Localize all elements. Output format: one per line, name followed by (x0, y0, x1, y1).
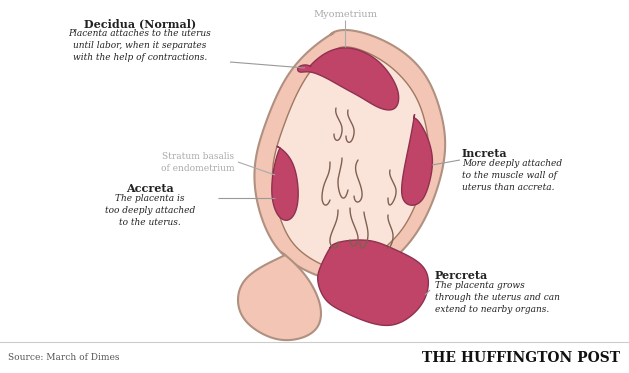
Polygon shape (298, 48, 399, 110)
Text: Placenta attaches to the uterus
until labor, when it separates
with the help of : Placenta attaches to the uterus until la… (69, 29, 211, 62)
Text: The placenta grows
through the uterus and can
extend to nearby organs.: The placenta grows through the uterus an… (435, 281, 560, 314)
Polygon shape (402, 115, 432, 205)
Text: Increta: Increta (462, 148, 508, 159)
Polygon shape (272, 146, 298, 220)
Text: Source: March of Dimes: Source: March of Dimes (8, 354, 120, 363)
Text: Stratum basalis
of endometrium: Stratum basalis of endometrium (161, 152, 235, 173)
Polygon shape (272, 47, 428, 270)
Text: Myometrium: Myometrium (313, 10, 377, 19)
Polygon shape (255, 30, 445, 280)
Polygon shape (318, 240, 428, 325)
Text: Accreta: Accreta (126, 183, 174, 194)
Text: Decidua (Normal): Decidua (Normal) (84, 18, 196, 29)
Polygon shape (238, 252, 321, 340)
Text: The placenta is
too deeply attached
to the uterus.: The placenta is too deeply attached to t… (105, 194, 195, 227)
Text: More deeply attached
to the muscle wall of
uterus than accreta.: More deeply attached to the muscle wall … (462, 159, 562, 192)
Text: THE HUFFINGTON POST: THE HUFFINGTON POST (422, 351, 620, 365)
Text: Percreta: Percreta (435, 270, 488, 281)
